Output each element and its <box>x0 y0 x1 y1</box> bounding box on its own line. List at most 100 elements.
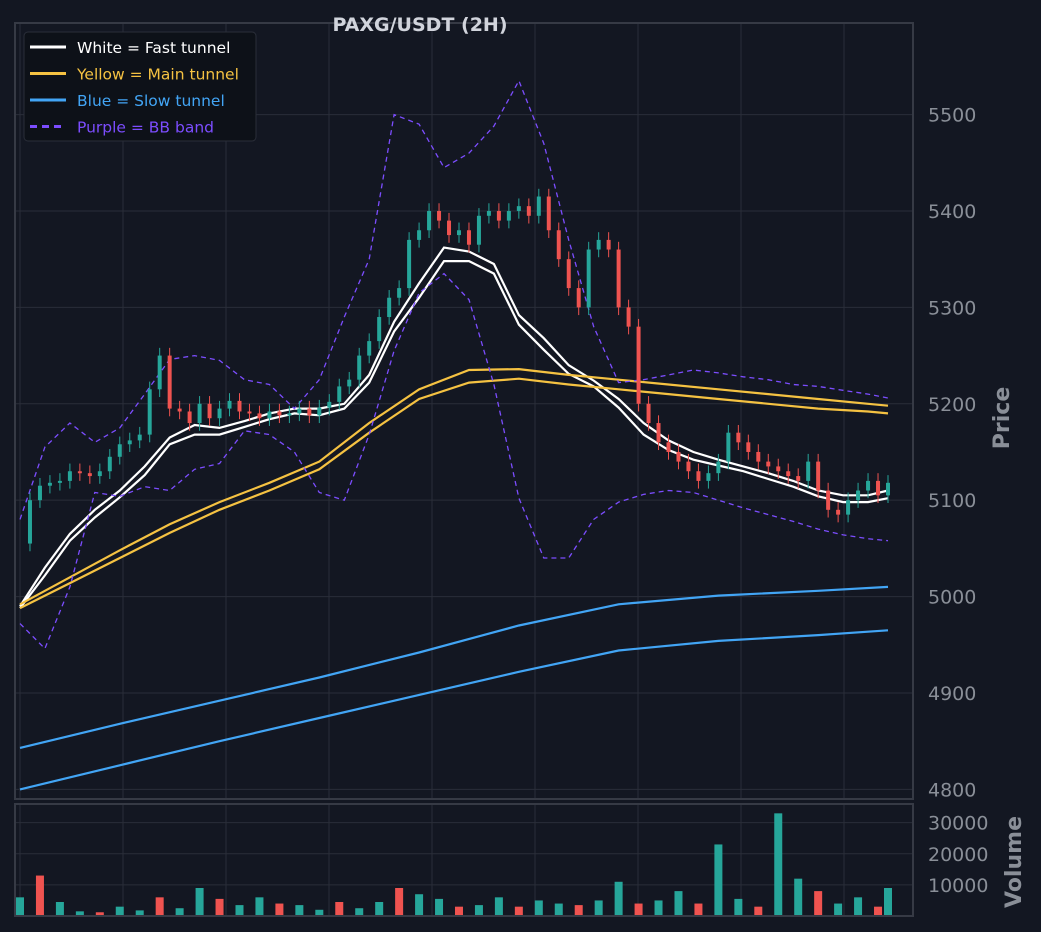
volume-bar <box>594 900 603 916</box>
candle-body <box>407 239 412 289</box>
candle-body <box>367 341 372 356</box>
volume-bar <box>255 897 264 916</box>
candle-body <box>267 411 272 419</box>
candle-body <box>706 473 711 481</box>
volume-bar <box>474 905 483 916</box>
volume-panel-frame <box>14 803 914 917</box>
price-lines <box>19 79 889 791</box>
candle-body <box>826 490 831 510</box>
volume-bar <box>355 908 364 916</box>
candle-body <box>317 407 322 416</box>
candle-body <box>566 259 571 289</box>
candle-body <box>696 471 701 481</box>
candle-body <box>656 423 661 443</box>
candle-body <box>726 432 731 462</box>
candle-body <box>476 215 481 245</box>
series-line-slow-tunnel-lower <box>19 629 889 791</box>
candle-body <box>676 451 681 462</box>
candle-body <box>137 434 142 441</box>
candle-body <box>377 317 382 342</box>
series-line-bb-lower <box>19 272 889 650</box>
candle-body <box>447 220 452 236</box>
candle-body <box>147 389 152 435</box>
price-tick-label: 5400 <box>928 201 976 223</box>
volume-bar <box>834 903 843 916</box>
candle-body <box>187 411 192 424</box>
price-tick-label: 5300 <box>928 297 976 319</box>
series-line-bb-upper <box>19 79 889 520</box>
volume-bar <box>574 905 583 916</box>
candle-body <box>856 490 861 501</box>
candle-body <box>586 249 591 308</box>
volume-bar <box>195 888 204 916</box>
candle-body <box>686 461 691 472</box>
volume-bar <box>35 875 44 916</box>
candle-body <box>167 355 172 409</box>
candle-body <box>107 456 112 472</box>
candle-body <box>297 408 302 414</box>
volume-grid <box>15 804 913 916</box>
volume-bar <box>774 813 783 916</box>
candle-body <box>666 442 671 452</box>
candle-body <box>546 196 551 231</box>
volume-bar <box>674 891 683 916</box>
candle-body <box>227 400 232 409</box>
volume-bar <box>115 906 124 916</box>
volume-bar <box>295 905 304 916</box>
volume-bar <box>135 910 144 916</box>
volume-bars <box>16 813 892 916</box>
volume-bar <box>694 903 703 916</box>
price-tick-label: 5200 <box>928 394 976 416</box>
price-panel-frame <box>14 22 914 800</box>
legend-box <box>23 31 257 142</box>
volume-tick-label: 20000 <box>928 844 988 866</box>
candle-body <box>247 411 252 414</box>
candle-body <box>526 206 531 216</box>
legend-item-label: Purple = BB band <box>77 119 214 137</box>
candle-body <box>257 413 262 419</box>
volume-bar <box>654 900 663 916</box>
candle-body <box>237 400 242 412</box>
candle-body <box>47 482 52 486</box>
candle-body <box>496 210 501 221</box>
volume-bar <box>854 897 863 916</box>
candle-body <box>37 485 42 501</box>
candle-body <box>466 230 471 245</box>
candle-body <box>796 476 801 481</box>
candle-body <box>287 413 292 416</box>
price-tick-label: 4900 <box>928 683 976 705</box>
candle-body <box>486 210 491 216</box>
volume-bar <box>395 888 404 916</box>
volume-bar <box>375 902 384 916</box>
volume-axis-label: Volume <box>1002 816 1027 908</box>
candle-body <box>866 480 871 491</box>
price-candles <box>27 188 890 552</box>
volume-bar <box>275 903 284 916</box>
candle-body <box>127 440 132 445</box>
series-line-main-tunnel-upper <box>19 367 889 606</box>
volume-bar <box>614 881 623 916</box>
candle-body <box>746 442 751 452</box>
candle-body <box>516 206 521 211</box>
price-tick-label: 5100 <box>928 490 976 512</box>
candle-body <box>357 355 362 380</box>
candle-body <box>277 411 282 416</box>
candle-body <box>766 461 771 467</box>
legend-item-label: Blue = Slow tunnel <box>77 92 225 110</box>
candle-body <box>806 461 811 481</box>
volume-bar <box>215 898 224 916</box>
volume-bar <box>794 878 803 916</box>
candle-body <box>606 239 611 250</box>
legend-item-label: Yellow = Main tunnel <box>76 66 239 84</box>
volume-bar <box>75 911 84 916</box>
price-tick-label: 4800 <box>928 779 976 801</box>
price-axis-ticks: 4800 4900 5000 5100 5200 5300 5400 5500 <box>928 105 976 802</box>
price-axis-label: Price <box>990 387 1015 449</box>
volume-axis-ticks: 10000 20000 30000 <box>928 813 988 897</box>
candle-body <box>337 386 342 402</box>
candle-body <box>97 471 102 477</box>
candle-body <box>716 461 721 474</box>
candle-body <box>207 403 212 419</box>
candle-body <box>816 461 821 491</box>
volume-bar <box>734 898 743 916</box>
